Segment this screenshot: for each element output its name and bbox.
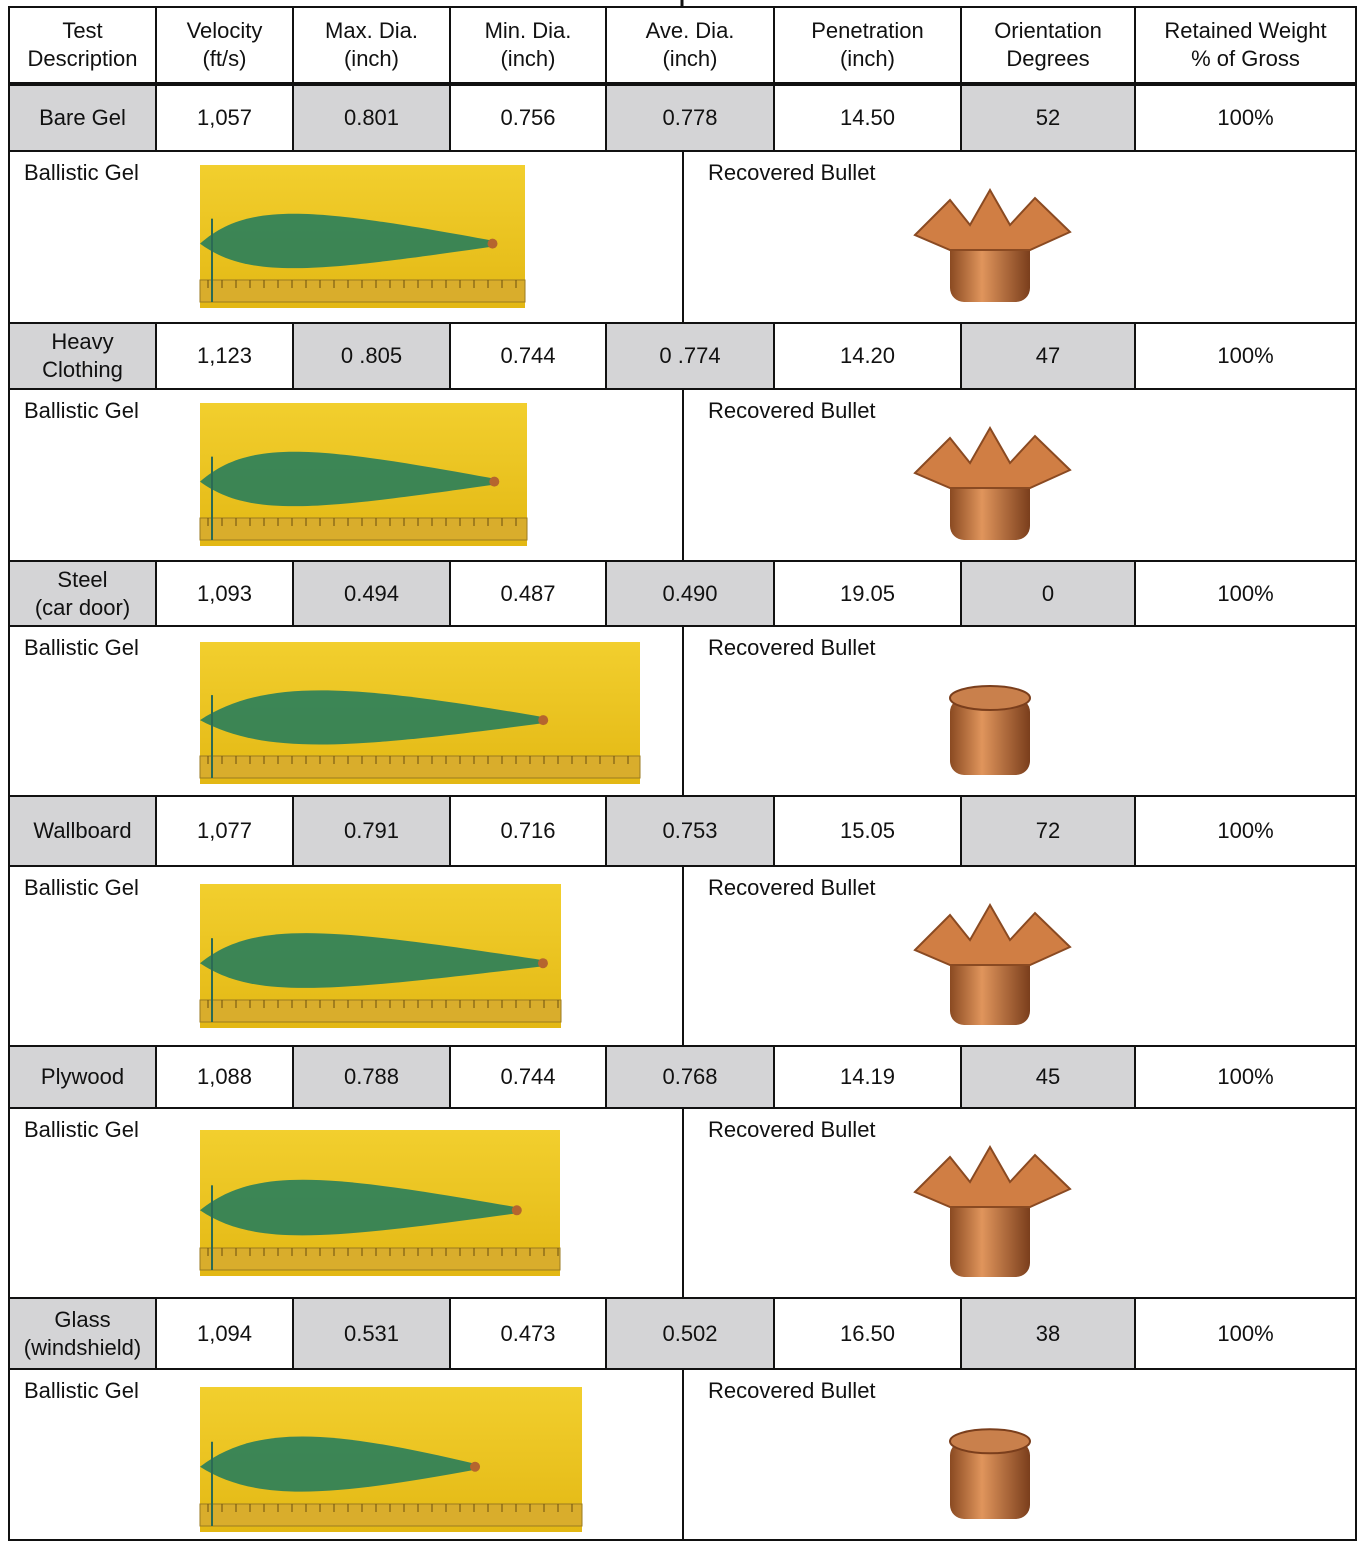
header-cell: Min. Dia. (inch) (449, 6, 607, 84)
bullet-top (949, 685, 1031, 711)
bullet-petals (913, 902, 1072, 966)
data-cell: 1,123 (155, 322, 294, 390)
gel-ruler (199, 755, 641, 779)
bullet-label: Recovered Bullet (708, 398, 876, 423)
header-cell: Retained Weight % of Gross (1134, 6, 1357, 84)
data-cell: 0.716 (449, 795, 607, 867)
bullet-body (950, 698, 1030, 775)
bullet-petals (913, 425, 1072, 489)
gel-ruler (199, 999, 562, 1023)
header-cell: Penetration (inch) (773, 6, 962, 84)
gel-ruler (199, 1247, 561, 1271)
gel-label: Ballistic Gel (24, 1378, 139, 1403)
header-cell: Test Description (8, 6, 157, 84)
bullet-label: Recovered Bullet (708, 160, 876, 185)
gel-label: Ballistic Gel (24, 398, 139, 423)
data-cell: 14.20 (773, 322, 962, 390)
gel-label: Ballistic Gel (24, 875, 139, 900)
gel-label: Ballistic Gel (24, 635, 139, 660)
gel-bullet (470, 1461, 481, 1472)
data-cell: 0.494 (292, 560, 451, 627)
bullet-panel (682, 388, 1357, 562)
gel-label: Ballistic Gel (24, 160, 139, 185)
bullet-label: Recovered Bullet (708, 1378, 876, 1403)
data-cell: Plywood (8, 1045, 157, 1109)
data-cell: Bare Gel (8, 84, 157, 152)
gel-wake (200, 690, 544, 745)
bullet-label: Recovered Bullet (708, 875, 876, 900)
gel-bullet (511, 1205, 522, 1216)
data-cell: 100% (1134, 1297, 1357, 1370)
data-cell: 14.19 (773, 1045, 962, 1109)
data-cell: 100% (1134, 84, 1357, 152)
gel-bullet (537, 958, 548, 969)
data-cell: 14.50 (773, 84, 962, 152)
header-cell: Ave. Dia. (inch) (605, 6, 775, 84)
gel-label: Ballistic Gel (24, 1117, 139, 1142)
gel-wake (200, 213, 493, 269)
gel-wake (200, 451, 495, 507)
bullet-body (950, 1186, 1030, 1277)
gel-bullet (538, 715, 549, 726)
data-cell: Glass (windshield) (8, 1297, 157, 1370)
data-cell: 0 .774 (605, 322, 775, 390)
data-cell: 1,093 (155, 560, 294, 627)
data-cell: 0.788 (292, 1045, 451, 1109)
gel-bullet (489, 476, 500, 487)
data-cell: 19.05 (773, 560, 962, 627)
bullet-petals (913, 1144, 1072, 1208)
bullet-petals (913, 187, 1072, 251)
data-cell: Steel (car door) (8, 560, 157, 627)
gel-ruler (199, 1503, 583, 1527)
bullet-body (950, 1441, 1030, 1519)
data-cell: 0.473 (449, 1297, 607, 1370)
data-cell: 0.791 (292, 795, 451, 867)
data-cell: 1,088 (155, 1045, 294, 1109)
gel-wake (200, 1436, 476, 1492)
gel-wake (200, 1179, 517, 1236)
data-cell: 0.487 (449, 560, 607, 627)
bullet-label: Recovered Bullet (708, 1117, 876, 1142)
gel-bullet (487, 238, 498, 249)
header-cell: Max. Dia. (inch) (292, 6, 451, 84)
bullet-label: Recovered Bullet (708, 635, 876, 660)
gel-ruler (199, 517, 528, 541)
data-cell: 100% (1134, 560, 1357, 627)
bullet-top (949, 1428, 1031, 1455)
gel-wake (200, 933, 543, 988)
data-cell: 38 (960, 1297, 1136, 1370)
data-cell: 100% (1134, 795, 1357, 867)
